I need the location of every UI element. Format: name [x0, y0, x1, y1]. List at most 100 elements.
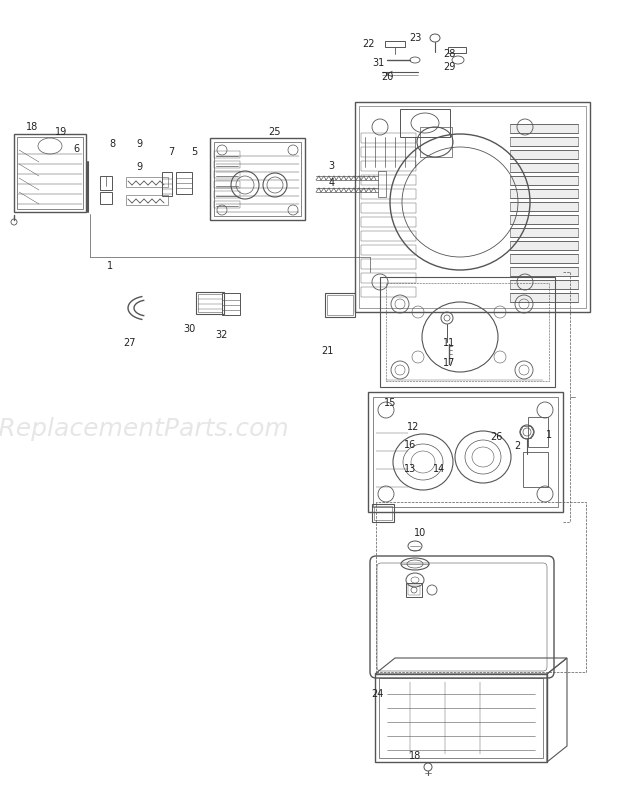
Text: 26: 26: [490, 432, 502, 442]
Text: 30: 30: [184, 324, 196, 334]
Bar: [400, 109, 450, 137]
Text: 28: 28: [443, 49, 456, 59]
Text: 9: 9: [136, 162, 143, 172]
Text: 7: 7: [169, 148, 175, 157]
Bar: [374, 506, 392, 520]
Bar: [359, 106, 586, 308]
Bar: [448, 47, 466, 53]
Text: 3: 3: [329, 161, 335, 171]
Bar: [386, 283, 549, 381]
Text: 17: 17: [443, 358, 456, 367]
Bar: [214, 201, 240, 208]
Bar: [361, 259, 416, 269]
Bar: [214, 161, 240, 168]
Bar: [100, 176, 112, 190]
Bar: [379, 678, 543, 758]
Bar: [510, 254, 578, 263]
Bar: [355, 102, 590, 312]
Bar: [214, 151, 240, 158]
Bar: [361, 175, 416, 185]
Bar: [361, 245, 416, 255]
Bar: [361, 231, 416, 241]
Bar: [214, 181, 240, 188]
Bar: [214, 142, 301, 216]
Bar: [510, 124, 578, 133]
Text: 10: 10: [414, 529, 427, 538]
Text: 22: 22: [363, 39, 375, 49]
Text: 18: 18: [409, 751, 422, 761]
Bar: [361, 161, 416, 171]
Text: 13: 13: [404, 464, 416, 474]
Text: 19: 19: [55, 127, 67, 136]
Bar: [510, 293, 578, 302]
Bar: [523, 452, 548, 487]
Bar: [214, 191, 240, 198]
Bar: [361, 273, 416, 283]
Text: 14: 14: [433, 464, 445, 474]
Bar: [510, 241, 578, 250]
Bar: [327, 295, 353, 315]
Text: 21: 21: [321, 346, 334, 356]
Bar: [420, 127, 452, 157]
Bar: [126, 195, 168, 205]
Bar: [510, 215, 578, 224]
Text: 20: 20: [381, 72, 394, 82]
Text: 18: 18: [26, 122, 38, 132]
Bar: [378, 171, 386, 197]
Text: 9: 9: [136, 140, 143, 149]
Bar: [126, 177, 168, 187]
Text: 27: 27: [123, 338, 135, 348]
Text: eReplacementParts.com: eReplacementParts.com: [0, 417, 290, 441]
Text: 25: 25: [268, 127, 280, 136]
Text: 2: 2: [515, 441, 521, 451]
Bar: [361, 203, 416, 213]
Bar: [528, 417, 548, 447]
Text: 6: 6: [73, 144, 79, 154]
Bar: [375, 674, 547, 762]
Bar: [210, 138, 305, 220]
Bar: [325, 293, 355, 317]
Bar: [510, 137, 578, 146]
Text: 31: 31: [372, 59, 384, 68]
Bar: [510, 267, 578, 276]
Bar: [510, 150, 578, 159]
Text: 4: 4: [329, 178, 335, 188]
Bar: [162, 172, 172, 196]
Text: 1: 1: [546, 430, 552, 439]
Bar: [214, 171, 240, 178]
Bar: [373, 397, 558, 507]
Bar: [510, 163, 578, 172]
Bar: [385, 41, 405, 47]
Text: 24: 24: [371, 689, 383, 699]
Bar: [361, 287, 416, 297]
Bar: [510, 176, 578, 185]
Bar: [222, 293, 240, 315]
Bar: [406, 583, 422, 597]
Bar: [361, 217, 416, 227]
Bar: [510, 280, 578, 289]
Bar: [376, 502, 586, 672]
Text: 5: 5: [191, 148, 197, 157]
Bar: [100, 192, 112, 204]
Bar: [14, 134, 86, 212]
Bar: [408, 585, 420, 595]
Bar: [176, 172, 192, 194]
Bar: [380, 277, 555, 387]
Text: 23: 23: [409, 33, 422, 43]
Bar: [510, 228, 578, 237]
Bar: [361, 133, 416, 143]
Bar: [17, 137, 83, 209]
Bar: [510, 189, 578, 198]
Bar: [510, 202, 578, 211]
Text: 8: 8: [110, 140, 116, 149]
Text: 29: 29: [443, 62, 456, 71]
Bar: [361, 147, 416, 157]
Bar: [361, 189, 416, 199]
Bar: [196, 292, 224, 314]
Text: 32: 32: [216, 330, 228, 340]
Text: 15: 15: [384, 399, 397, 408]
Text: 11: 11: [443, 338, 456, 348]
Text: 16: 16: [404, 440, 416, 450]
Bar: [368, 392, 563, 512]
Text: 12: 12: [407, 422, 420, 431]
